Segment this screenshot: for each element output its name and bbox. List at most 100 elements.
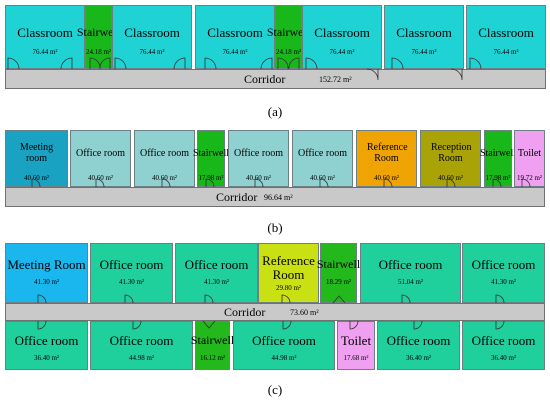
room-name: Office room: [76, 148, 125, 159]
room-name: Stairwell: [479, 148, 517, 159]
room-classroom-a5: Classroom 76.44 m²: [384, 5, 464, 69]
room-area: 76.44 m²: [411, 48, 437, 56]
room-reference-c: Reference Room 29.80 m²: [258, 243, 319, 303]
room-area: 24.18 m²: [275, 48, 302, 56]
room-area: 40.60 m²: [23, 174, 50, 182]
room-area: 40.60 m²: [151, 174, 178, 182]
room-name: Stairwell: [76, 25, 121, 39]
corridor-area: 73.60 m²: [290, 307, 319, 317]
corridor-area: 96.64 m²: [264, 192, 293, 202]
room-area: 17.68 m²: [343, 354, 369, 362]
room-name: Stairwell: [190, 333, 235, 347]
room-office-c9: Office room 36.40 m²: [462, 321, 545, 370]
room-area: 40.60 m²: [87, 174, 114, 182]
room-area: 16.12 m²: [199, 354, 226, 362]
room-name: Office room: [234, 148, 283, 159]
room-classroom-a3: Classroom 76.44 m²: [195, 5, 275, 69]
room-meeting-c: Meeting Room 41.30 m²: [5, 243, 88, 303]
room-stairwell-b1: Stairwell 17.98 m²: [193, 130, 229, 187]
room-name: Meeting room: [19, 142, 54, 164]
room-name: Reception Room: [431, 142, 472, 164]
room-classroom-a4: Classroom 76.44 m²: [302, 5, 382, 69]
room-area: 76.44 m²: [222, 48, 248, 56]
room-name: Classroom: [478, 25, 534, 40]
room-name: Office room: [140, 148, 189, 159]
door-swings-a: [7, 57, 482, 81]
room-stairwell-c1: Stairwell 18.29 m²: [317, 243, 360, 303]
room-name: Office room: [298, 148, 347, 159]
room-area: 41.30 m²: [203, 278, 230, 286]
room-name: Reference Room: [262, 253, 315, 282]
room-name: Office room: [471, 333, 536, 348]
corridor-c: Corridor 73.60 m²: [5, 303, 545, 321]
room-office-b4: Office room 40.60 m²: [292, 130, 353, 187]
room-area: 76.44 m²: [139, 48, 165, 56]
room-area: 40.60 m²: [437, 174, 464, 182]
room-meeting-b: Meeting room 40.60 m²: [5, 130, 68, 187]
floor-plan-a: Classroom 76.44 m² Stairwell 24.18 m² Cl…: [0, 0, 550, 130]
room-classroom-a1: Classroom 76.44 m²: [5, 5, 85, 69]
room-reception-b: Reception Room 40.60 m²: [420, 130, 481, 187]
room-office-c5: Office room 36.40 m²: [5, 321, 88, 370]
room-name: Toilet: [517, 148, 542, 159]
room-name: Stairwell: [316, 257, 361, 271]
room-area: 41.30 m²: [490, 278, 517, 286]
room-toilet-b: Toilet 19.72 m²: [514, 130, 545, 187]
room-office-c6: Office room 44.98 m²: [90, 321, 193, 370]
room-name: Classroom: [124, 25, 180, 40]
room-area: 36.40 m²: [405, 354, 432, 362]
caption-b: (b): [267, 220, 283, 235]
room-name: Stairwell: [266, 25, 311, 39]
room-office-c8: Office room 36.40 m²: [377, 321, 460, 370]
room-area: 40.60 m²: [309, 174, 336, 182]
room-office-b2: Office room 40.60 m²: [134, 130, 195, 187]
room-stairwell-b2: Stairwell 17.98 m²: [480, 130, 516, 187]
room-name: Office room: [471, 257, 536, 272]
room-classroom-a2: Classroom 76.44 m²: [112, 5, 192, 69]
room-office-c3: Office room 51.04 m²: [360, 243, 461, 303]
room-name: Office room: [109, 333, 174, 348]
room-office-c2: Office room 41.30 m²: [175, 243, 258, 303]
room-name: Meeting Room: [7, 257, 86, 272]
room-area: 40.60 m²: [373, 174, 400, 182]
room-area: 36.40 m²: [33, 354, 60, 362]
room-name: Toilet: [340, 333, 372, 348]
room-area: 44.98 m²: [271, 354, 297, 362]
room-name: Stairwell: [192, 148, 230, 159]
corridor-label: Corridor: [244, 71, 286, 86]
room-office-c1: Office room 41.30 m²: [90, 243, 173, 303]
caption-a: (a): [267, 104, 283, 119]
room-area: 36.40 m²: [490, 354, 517, 362]
room-name: Classroom: [17, 25, 73, 40]
room-area: 41.30 m²: [33, 278, 60, 286]
floor-plan-b: Meeting room 40.60 m² Office room 40.60 …: [5, 130, 545, 235]
room-name: Office room: [184, 257, 249, 272]
room-area: 76.44 m²: [32, 48, 58, 56]
caption-c: (c): [267, 382, 283, 397]
room-toilet-c: Toilet 17.68 m²: [337, 321, 375, 370]
corridor-area: 152.72 m²: [319, 74, 352, 84]
room-office-c4: Office room 41.30 m²: [462, 243, 545, 303]
room-area: 51.04 m²: [397, 278, 424, 286]
corridor-label: Corridor: [224, 304, 266, 319]
room-name: Office room: [14, 333, 79, 348]
room-area: 76.44 m²: [493, 48, 519, 56]
room-area: 18.29 m²: [325, 278, 352, 286]
room-area: 76.44 m²: [329, 48, 355, 56]
room-reference-b: Reference Room 40.60 m²: [356, 130, 417, 187]
room-name: Office room: [99, 257, 164, 272]
room-area: 17.98 m²: [485, 174, 511, 182]
room-stairwell-c2: Stairwell 16.12 m²: [191, 321, 234, 370]
room-area: 40.60 m²: [245, 174, 272, 182]
room-area: 44.98 m²: [128, 354, 155, 362]
room-area: 29.80 m²: [275, 284, 302, 292]
room-name: Office room: [386, 333, 451, 348]
room-area: 17.98 m²: [198, 174, 224, 182]
room-name: Classroom: [396, 25, 452, 40]
room-office-b3: Office room 40.60 m²: [228, 130, 289, 187]
room-classroom-a6: Classroom 76.44 m²: [466, 5, 546, 69]
corridor-a: Corridor 152.72 m²: [5, 69, 546, 89]
room-name: Office room: [378, 257, 443, 272]
